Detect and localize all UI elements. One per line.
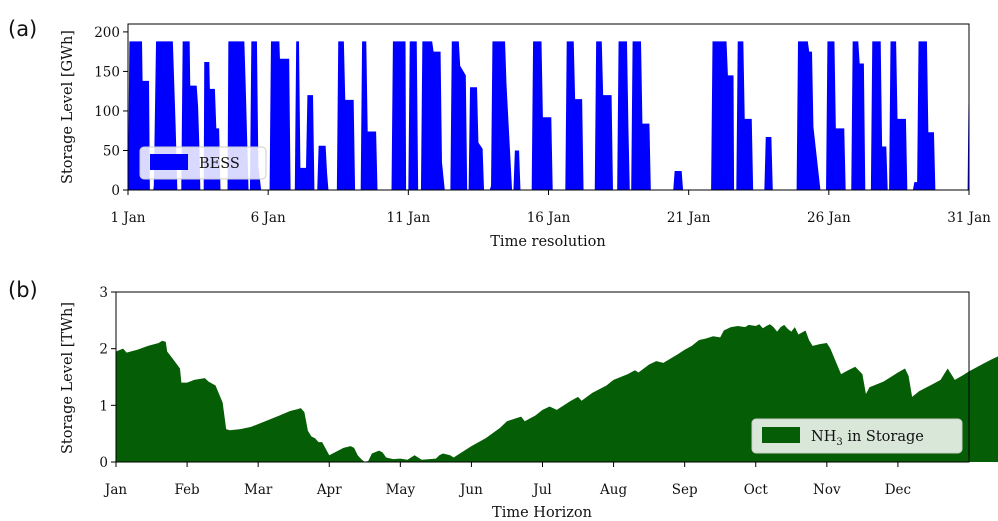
x-tick-label: Jun [458, 482, 483, 498]
panel-b-label: (b) [8, 278, 38, 302]
x-tick-label: Sep [672, 482, 698, 498]
y-tick-label: 100 [94, 104, 120, 120]
legend-label-nh3: NH3 in Storage [811, 429, 924, 448]
legend: BESS [139, 146, 267, 180]
x-tick-label: Aug [599, 482, 627, 498]
y-axis-label: Storage Level [TWh] [60, 302, 76, 454]
y-tick-label: 3 [99, 285, 108, 301]
legend-swatch-nh3 [762, 427, 800, 443]
bess-area [128, 41, 969, 190]
x-tick-label: Dec [885, 482, 911, 498]
y-axis: 0 50 100 150 200 [94, 25, 128, 199]
y-axis: 0 1 2 3 [99, 285, 116, 471]
x-tick-label: Mar [244, 482, 273, 498]
bess-chart-panel: (a) 0 50 100 150 200 1 Jan 6 Jan 11 Jan 16 Jan 2… [8, 17, 991, 250]
y-tick-label: 0 [99, 455, 108, 471]
x-tick-label: Jul [531, 482, 551, 498]
x-axis: 1 Jan 6 Jan 11 Jan 16 Jan 21 Jan 26 Jan 31 Jan [110, 190, 991, 226]
x-tick-label: 26 Jan [807, 210, 851, 226]
x-tick-label: 16 Jan [527, 210, 571, 226]
x-tick-label: Apr [316, 482, 342, 498]
legend-swatch-bess [150, 154, 188, 170]
x-tick-label: Jan [103, 482, 127, 498]
x-tick-label: Feb [174, 482, 199, 498]
x-tick-label: 21 Jan [667, 210, 711, 226]
x-tick-label: 1 Jan [110, 210, 145, 226]
x-axis-label: Time resolution [490, 234, 605, 250]
legend: NH3 in Storage [751, 418, 963, 454]
x-axis-label: Time Horizon [492, 505, 592, 521]
x-tick-label: May [386, 482, 416, 498]
y-tick-label: 50 [103, 143, 120, 159]
legend-box [751, 418, 963, 454]
panel-a-label: (a) [8, 17, 37, 41]
bess-area-layer [128, 41, 969, 190]
x-tick-label: Oct [744, 482, 769, 498]
y-tick-label: 2 [99, 342, 108, 358]
y-tick-label: 200 [94, 25, 120, 41]
x-tick-label: Nov [813, 482, 841, 498]
x-tick-label: 6 Jan [251, 210, 286, 226]
x-tick-label: 31 Jan [947, 210, 991, 226]
y-axis-label: Storage Level [GWh] [60, 30, 76, 184]
x-axis: Jan Feb Mar Apr May Jun Jul Aug Sep Oct Nov Dec [103, 462, 911, 498]
y-tick-label: 1 [99, 398, 108, 414]
x-tick-label: 11 Jan [387, 210, 431, 226]
y-tick-label: 150 [94, 64, 120, 80]
y-tick-label: 0 [111, 183, 120, 199]
nh3-chart-panel: (b) 0 1 2 3 Jan Feb Mar Apr May Jun Jul Aug Sep Oct N… [8, 278, 998, 521]
legend-label-bess: BESS [199, 156, 240, 172]
